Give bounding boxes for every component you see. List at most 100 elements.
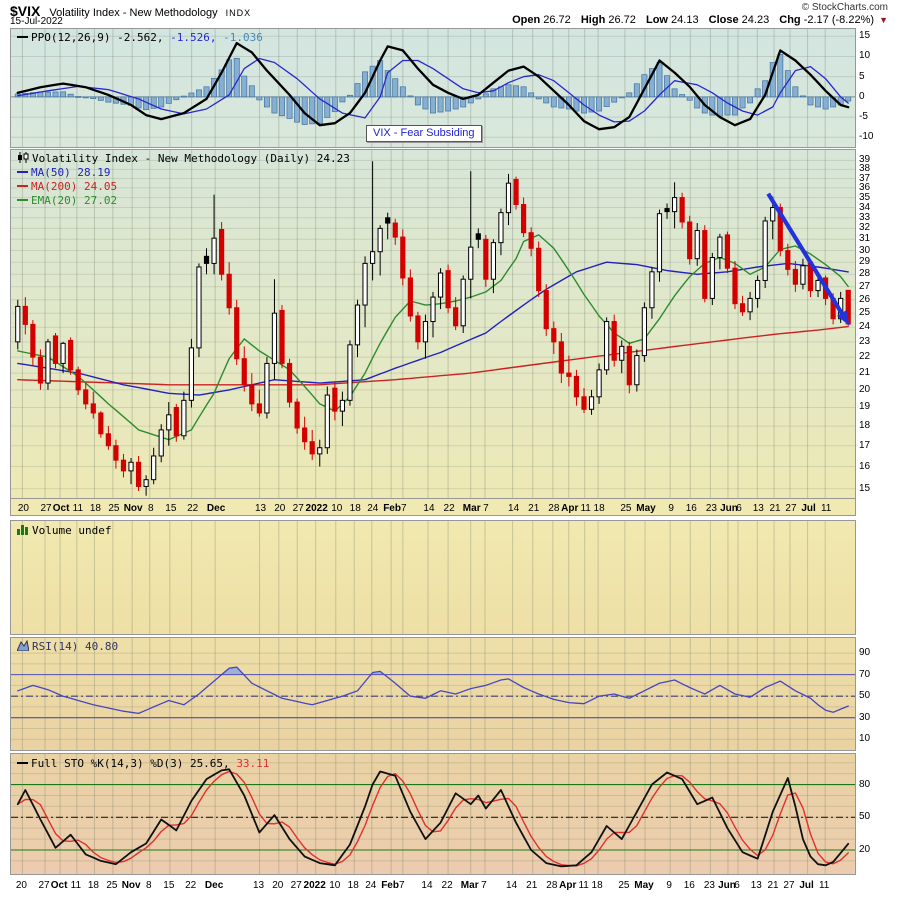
x-tick-label: 15 [163, 880, 175, 891]
close-label: Close [708, 14, 739, 26]
x-tick-label: Jun [720, 503, 738, 514]
x-tick-label: 11 [578, 880, 589, 891]
x-tick-label: 18 [347, 880, 359, 891]
x-tick-label: Dec [206, 503, 226, 514]
low-label: Low [645, 14, 668, 26]
x-tick-label: 22 [443, 503, 455, 514]
y-axis-label: 90 [859, 647, 871, 658]
ppo-label: PPO(12,26,9) [31, 31, 111, 44]
x-tick-label: 25 [620, 503, 632, 514]
y-axis-label: 18 [859, 420, 871, 431]
ppo-y-axis: 15 10 5 0 -5 -10 [859, 29, 897, 147]
x-tick-label: 14 [506, 880, 518, 891]
y-axis-label: 50 [859, 811, 871, 822]
chg-value: -2.17 (-8.22%) [803, 14, 875, 26]
x-tick-label: 6 [734, 880, 740, 891]
trend-arrow-head [836, 310, 850, 326]
exchange-label: INDX [225, 8, 252, 18]
x-tick-label: 14 [421, 880, 433, 891]
y-axis-label: 10 [859, 733, 871, 744]
y-axis-label: 20 [859, 384, 871, 395]
y-axis-label: 26 [859, 294, 871, 305]
sto-k-line [16, 768, 850, 868]
y-axis-label: 27 [859, 281, 871, 292]
trend-arrow [766, 192, 848, 321]
x-tick-label: 23 [705, 503, 717, 514]
volume-legend: Volume undef [17, 524, 111, 537]
ma50-label: MA(50) 28.19 [31, 166, 111, 179]
sto-d-value: 33.11 [236, 757, 270, 770]
x-tick-label: 16 [683, 880, 695, 891]
x-tick-label: 11 [70, 880, 82, 891]
volume-chart [21, 521, 826, 634]
y-axis-label: 31 [859, 233, 871, 244]
x-tick-label: 7 [399, 880, 405, 891]
chg-label: Chg [779, 14, 801, 26]
ppo-hist-value: -1.036 [223, 31, 263, 44]
open-value: 26.72 [543, 14, 571, 26]
bottom-x-axis-labels: 20 27 Oct 11 18 25 Nov 8 15 22 Dec 13 20 27 2022 10 18 24… [10, 878, 856, 894]
x-tick-label: 21 [767, 880, 779, 891]
y-axis-label: 5 [859, 71, 865, 82]
y-axis-label: 29 [859, 256, 871, 267]
y-axis-label: 36 [859, 182, 871, 193]
x-tick-label: Nov [121, 880, 141, 891]
x-tick-label: 27 [783, 880, 795, 891]
open-label: Open [512, 14, 541, 26]
volume-label: Volume undef [32, 524, 112, 537]
x-tick-label: 18 [591, 880, 603, 891]
y-axis-label: 19 [859, 401, 871, 412]
copyright-label: © StockCharts.com [801, 2, 888, 13]
sto-label: Full STO %K(14,3) %D(3) 25.65, [31, 757, 230, 770]
ma50-line-icon [17, 171, 28, 173]
y-axis-label: 16 [859, 461, 871, 472]
x-tick-label: 18 [89, 503, 101, 514]
ppo-signal-value: -1.526, [170, 31, 217, 44]
rsi-label: RSI(14) 40.80 [32, 640, 119, 653]
ppo-legend: PPO(12,26,9) -2.562, -1.526, -1.036 [17, 31, 263, 44]
price-panel: 20 27 Oct 11 18 25 Nov 8 15 22 Dec 13 20 27 2022 10 18 24… [10, 149, 856, 516]
x-tick-label: 22 [187, 503, 199, 514]
mid-x-axis: 20 27 Oct 11 18 25 Nov 8 15 22 Dec 13 20 27 2022 10 18 24… [11, 498, 855, 515]
x-tick-label: 21 [526, 880, 538, 891]
ppo-line [16, 41, 850, 131]
y-axis-label: 22 [859, 351, 871, 362]
x-tick-label: 20 [17, 503, 29, 514]
y-axis-label: 33 [859, 212, 871, 223]
sto-chart [11, 754, 855, 874]
x-tick-label: 6 [736, 503, 742, 514]
x-tick-label: 20 [15, 880, 27, 891]
symbol-label: $VIX [10, 3, 41, 19]
x-tick-label: Jul [801, 503, 816, 514]
ma50-legend: MA(50) 28.19 [17, 166, 110, 179]
x-tick-label: May [636, 503, 656, 514]
ma200-line [17, 325, 849, 386]
x-tick-label: 13 [252, 880, 265, 891]
x-tick-label: 18 [349, 503, 361, 514]
x-tick-label: Apr [559, 880, 577, 891]
x-tick-label: 18 [593, 503, 605, 514]
y-axis-label: -5 [859, 111, 868, 122]
x-tick-label: 25 [618, 880, 630, 891]
x-tick-label: Feb [383, 503, 401, 514]
x-tick-label: 7 [481, 880, 487, 891]
quote-bar: Open 26.72 High 26.72 Low 24.13 Close 24… [505, 14, 888, 26]
x-tick-label: 9 [666, 880, 672, 891]
x-tick-label: 22 [441, 880, 453, 891]
sto-line-icon [17, 762, 28, 764]
y-axis-label: -10 [859, 131, 874, 142]
x-tick-label: Oct [50, 880, 68, 891]
x-tick-label: 20 [272, 880, 284, 891]
ema20-line-icon [17, 199, 28, 201]
chart-date: 15-Jul-2022 [10, 16, 63, 27]
x-tick-label: 24 [367, 503, 379, 514]
close-value: 24.23 [741, 14, 770, 26]
x-tick-label: 18 [87, 880, 99, 891]
x-tick-label: 27 [38, 880, 50, 891]
price-legend-title: Volatility Index - New Methodology (Dail… [17, 152, 350, 165]
rsi-area-icon [16, 639, 30, 652]
y-axis-label: 35 [859, 192, 871, 203]
x-tick-label: 27 [290, 880, 302, 891]
x-tick-label: 28 [546, 880, 558, 891]
x-tick-label: 11 [580, 503, 591, 514]
